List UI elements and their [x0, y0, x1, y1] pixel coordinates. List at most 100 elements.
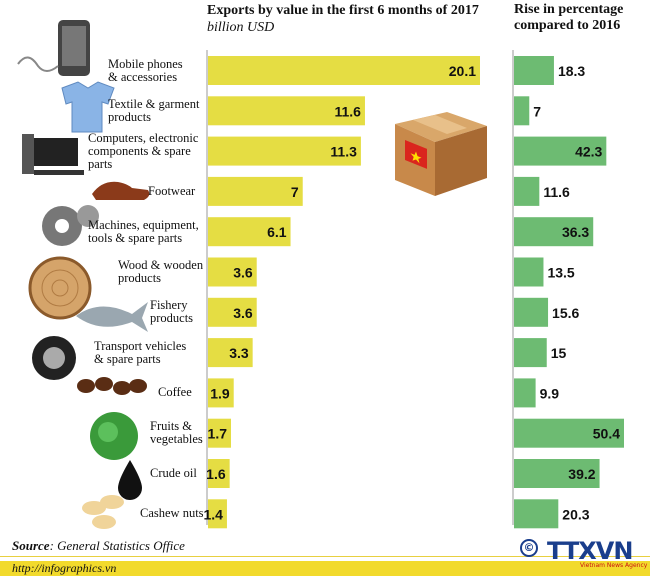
exports-bar — [208, 499, 227, 529]
category-label-line: components & spare — [88, 143, 191, 158]
rise-bar — [514, 217, 594, 247]
oil-drop-shape — [118, 460, 142, 500]
category-label: Footwear — [148, 183, 196, 198]
category-label-line: Coffee — [158, 385, 192, 400]
exports-value-label: 11.3 — [330, 144, 357, 160]
rise-bar — [514, 338, 547, 368]
category-label-line: Transport vehicles — [94, 338, 187, 353]
rise-value-label: 36.3 — [562, 224, 589, 240]
source-label: Source — [12, 538, 50, 553]
oil-drop-icon — [118, 460, 142, 500]
exports-bar — [208, 459, 230, 488]
footer-bar: http://infographics.vn — [0, 561, 650, 576]
exports-value-label: 1.4 — [203, 506, 223, 522]
rise-bar — [514, 297, 549, 327]
category-label: Fishery products — [150, 299, 193, 325]
cashew-nut — [100, 495, 124, 509]
exports-bar — [208, 257, 257, 287]
phone-screen — [62, 26, 86, 66]
exports-value-label: 3.6 — [233, 305, 253, 321]
footer-divider — [0, 556, 650, 557]
footer-url[interactable]: http://infographics.vn — [12, 561, 117, 575]
coffee-bean — [95, 377, 113, 391]
category-label-line: products — [118, 271, 162, 285]
computer-icon — [22, 134, 84, 175]
gears-icon — [42, 205, 99, 246]
source-note: Source: General Statistics Office — [12, 538, 185, 554]
log-outer — [28, 256, 92, 320]
rise-value-label: 15.6 — [552, 305, 579, 321]
exports-chart-title: Exports by value in the first 6 months o… — [207, 3, 479, 18]
coffee-bean — [77, 379, 95, 393]
coffee-bean — [113, 381, 131, 395]
tire-icon — [32, 336, 76, 380]
exports-bar — [208, 297, 257, 327]
exports-value-label: 7 — [291, 184, 299, 200]
log-ring-inner — [51, 279, 69, 297]
rise-bar — [514, 96, 530, 126]
category-label-line: Crude oil — [150, 466, 197, 480]
exports-value-label: 3.6 — [233, 265, 253, 281]
exports-value-label: 11.6 — [334, 103, 361, 119]
category-label-line: Mobile phones — [108, 56, 183, 71]
rise-value-label: 18.3 — [558, 63, 585, 79]
shoe-icon — [92, 181, 150, 200]
monitor — [32, 138, 78, 166]
fish-shape — [76, 302, 148, 332]
rise-bar — [514, 176, 540, 206]
category-label: Coffee — [158, 386, 192, 399]
rise-bar — [514, 499, 559, 529]
log-ring — [41, 269, 79, 307]
rise-value-label: 7 — [533, 103, 541, 119]
copyright-icon: © — [520, 539, 538, 557]
gear-hole — [55, 219, 69, 233]
category-label-line: vegetables — [150, 432, 203, 447]
category-label-line: Machines, equipment, — [88, 217, 199, 232]
category-label: Machines, equipment, tools & spare parts — [88, 217, 199, 245]
exports-bar — [208, 176, 303, 206]
rise-bar — [514, 378, 536, 408]
lettuce-icon — [90, 412, 138, 460]
exports-bar — [208, 96, 365, 126]
bar-charts: 20.1 18.3 11.6 7 11.3 42.3 7 11.6 6.1 36.3 3.6 13.5… — [17, 20, 624, 529]
exports-bar — [208, 418, 232, 448]
fish-icon — [76, 302, 148, 332]
category-label: Wood & wooden products — [118, 259, 203, 285]
category-label: Fruits & vegetables — [150, 420, 203, 446]
category-label: Computers, electronic components & spare p… — [88, 131, 198, 171]
category-label-line: products — [108, 109, 152, 124]
rise-value-label: 39.2 — [568, 466, 595, 482]
mobile-phone-icon — [17, 20, 90, 76]
exports-value-label: 1.6 — [206, 466, 226, 482]
exports-value-label: 1.7 — [208, 426, 228, 442]
shirt-shape — [61, 81, 115, 133]
category-label-line: & accessories — [108, 69, 178, 84]
category-label-line: Footwear — [148, 183, 196, 198]
rise-bar — [514, 257, 544, 287]
exports-chart-unit: billion USD — [207, 20, 275, 35]
logo-subtext: Vietnam News Agency — [580, 562, 648, 569]
exports-bar — [208, 378, 234, 408]
rise-bar — [514, 459, 600, 488]
exports-bar — [208, 56, 480, 85]
category-label-line: parts — [88, 156, 113, 171]
exports-value-label: 20.1 — [449, 63, 476, 79]
category-label: Transport vehicles & spare parts — [94, 338, 187, 366]
category-label: Cashew nuts — [140, 507, 204, 520]
phone-cable — [17, 56, 59, 72]
gear-small — [77, 205, 99, 227]
cashew-nut — [82, 501, 106, 515]
rise-value-label: 13.5 — [547, 265, 574, 281]
shoe-shape — [92, 181, 150, 200]
rise-value-label: 11.6 — [543, 184, 570, 200]
exports-value-label: 1.9 — [210, 385, 230, 401]
category-label-line: products — [150, 311, 194, 326]
exports-bar — [208, 217, 291, 247]
category-label-line: tools & spare parts — [88, 230, 183, 245]
wood-log-icon — [28, 256, 92, 320]
keyboard — [34, 170, 84, 175]
rise-bar — [514, 56, 554, 85]
exports-value-label: 3.3 — [229, 345, 249, 361]
rise-bar — [514, 136, 607, 166]
cashew-icon — [82, 495, 124, 529]
